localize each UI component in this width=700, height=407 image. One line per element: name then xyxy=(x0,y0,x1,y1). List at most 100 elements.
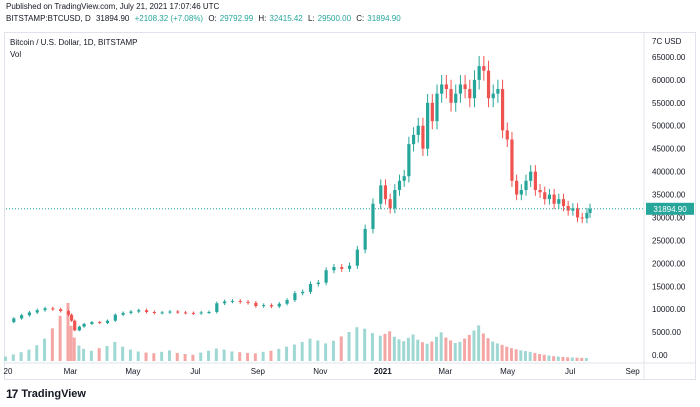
volume-bar xyxy=(411,334,415,361)
time-tick-label: Sep xyxy=(626,367,641,376)
candle-body xyxy=(533,171,537,190)
volume-bar xyxy=(152,353,156,361)
candle-body xyxy=(82,323,86,327)
candle-body xyxy=(529,171,533,181)
candle-body xyxy=(538,189,542,193)
candle-body xyxy=(552,194,556,204)
volume-bar xyxy=(430,341,434,361)
change-value: +2108.32 (+7.08%) xyxy=(134,14,204,23)
candle-body xyxy=(144,310,149,312)
candle-body xyxy=(160,312,164,314)
candle-body xyxy=(69,314,74,321)
candle-body xyxy=(121,312,125,315)
candle-body xyxy=(355,249,359,266)
volume-bar xyxy=(406,337,410,361)
price-tick-label: 25000.00 xyxy=(652,236,686,245)
close-value: 31894.90 xyxy=(367,14,401,23)
volume-bar xyxy=(383,333,387,361)
candle-body xyxy=(486,70,491,99)
volume-bar xyxy=(199,352,203,361)
volume-bar xyxy=(331,340,335,361)
volume-bar xyxy=(19,352,23,361)
price-tick-label: 65000.00 xyxy=(652,53,686,62)
price-axis-unit: 7C USD xyxy=(652,37,682,46)
volume-bar xyxy=(89,350,93,361)
low-value: 29500.00 xyxy=(317,14,352,23)
volume-bar xyxy=(556,356,560,361)
price-tick-label: 45000.00 xyxy=(652,145,686,154)
volume-bar xyxy=(300,341,304,361)
volume-bar xyxy=(439,332,443,361)
candle-body xyxy=(557,199,561,204)
current-price-label: 31894.90 xyxy=(653,205,687,214)
volume-bar xyxy=(4,356,7,361)
price-tick-label: 35000.00 xyxy=(652,191,686,200)
chart-area[interactable] xyxy=(4,32,696,380)
volume-bar xyxy=(552,356,556,361)
candle-body xyxy=(199,312,203,314)
candle-body xyxy=(458,84,463,94)
candle-body xyxy=(230,300,235,302)
volume-bar xyxy=(222,349,226,361)
volume-bar xyxy=(72,337,76,361)
volume-bar xyxy=(121,346,125,361)
candle-body xyxy=(515,180,519,195)
candle-body xyxy=(301,291,305,294)
time-tick-label: 20 xyxy=(4,367,13,376)
candle-body xyxy=(416,125,420,135)
candle-body xyxy=(113,314,117,321)
tradingview-logo-icon: 17 xyxy=(6,387,18,401)
volume-bar xyxy=(316,340,320,361)
volume-bar xyxy=(253,353,257,361)
volume-bar xyxy=(388,331,392,361)
volume-bar xyxy=(500,344,504,361)
candle-body xyxy=(397,180,402,190)
volume-bar xyxy=(538,354,542,361)
volume-bar xyxy=(509,348,513,361)
candle-body xyxy=(505,130,509,140)
candle-body xyxy=(482,66,486,71)
volume-bar xyxy=(230,351,234,361)
candle-body xyxy=(43,308,47,311)
volume-bar xyxy=(50,328,54,361)
candle-body xyxy=(168,311,172,313)
candle-body xyxy=(262,305,266,307)
volume-bar xyxy=(292,344,296,361)
volume-bar xyxy=(561,356,565,361)
candle-body xyxy=(524,180,528,190)
price-tick-label: 5000.00 xyxy=(652,328,681,337)
candle-body xyxy=(98,322,102,324)
volume-bar xyxy=(160,351,164,361)
candle-body xyxy=(575,208,580,218)
volume-bar xyxy=(584,358,588,361)
candle-body xyxy=(588,208,592,213)
candle-body xyxy=(580,217,584,219)
candle-body xyxy=(35,310,39,313)
candle-body xyxy=(543,192,547,200)
candle-body xyxy=(238,300,242,302)
candle-body xyxy=(379,185,383,204)
candle-body xyxy=(137,310,141,312)
candle-body xyxy=(308,284,313,292)
candle-body xyxy=(277,303,281,307)
volume-bar xyxy=(449,340,453,361)
candle-body xyxy=(566,206,570,211)
volume-bar xyxy=(167,350,171,361)
volume-bar xyxy=(477,325,481,361)
candle-body xyxy=(207,311,211,313)
open-value: 29792.99 xyxy=(219,14,254,23)
price-tick-label: 60000.00 xyxy=(652,76,686,85)
price-tick-label: 15000.00 xyxy=(652,282,686,291)
candle-body xyxy=(472,79,477,99)
low-label: L: xyxy=(308,14,315,23)
candle-body xyxy=(547,194,552,200)
volume-bar xyxy=(491,341,495,361)
time-tick-label: 2021 xyxy=(374,367,392,376)
time-tick-label: Nov xyxy=(313,367,327,376)
volume-bar xyxy=(420,342,424,361)
price-tick-label: 0.00 xyxy=(652,351,668,360)
volume-bar xyxy=(467,334,471,361)
time-tick-label: Jul xyxy=(190,367,200,376)
candle-body xyxy=(129,311,133,313)
